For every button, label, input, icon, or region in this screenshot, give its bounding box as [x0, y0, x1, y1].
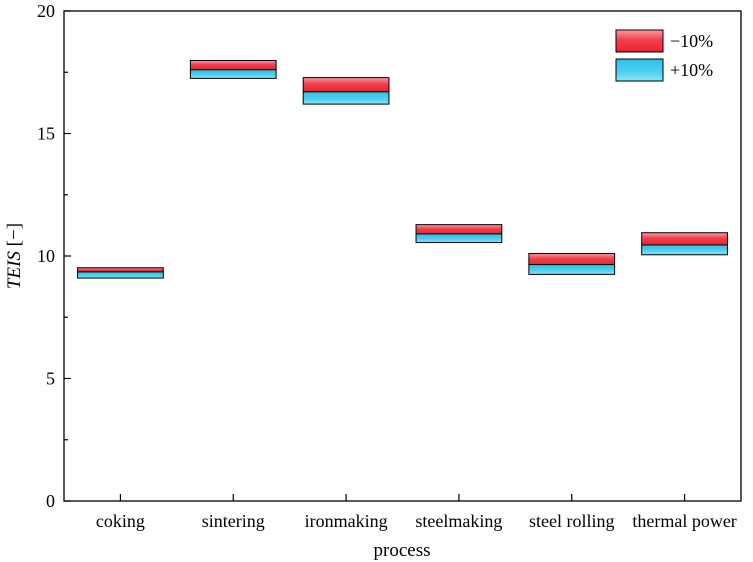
- x-tick-label: steelmaking: [415, 511, 502, 531]
- bar-plus10-ironmaking: [302, 91, 390, 105]
- x-tick-label: ironmaking: [305, 511, 388, 531]
- y-tick-label: 10: [37, 246, 55, 266]
- bar-minus10-coking: [77, 267, 164, 273]
- bar-minus10-steelmaking: [415, 224, 503, 235]
- x-axis: coking sintering ironmaking steelmaking stee…: [96, 494, 737, 531]
- bar-minus10-steel-rolling: [528, 253, 616, 266]
- bar-plus10-sintering: [189, 69, 277, 79]
- y-tick-label: 20: [37, 1, 55, 21]
- x-axis-title: process: [374, 540, 431, 561]
- bar-minus10-sintering: [189, 59, 277, 71]
- plot-frame: [63, 10, 742, 502]
- legend-label-minus10: −10%: [670, 31, 713, 51]
- y-axis: 0 5 10 15 20: [37, 1, 71, 511]
- legend-label-plus10: +10%: [670, 60, 713, 80]
- x-tick-label: thermal power: [632, 511, 736, 531]
- y-tick-label: 15: [37, 124, 55, 144]
- bar-plus10-coking: [77, 271, 164, 279]
- legend: −10% +10%: [615, 29, 713, 82]
- bar-plus10-steelmaking: [415, 233, 503, 244]
- legend-swatch-minus10: [615, 29, 664, 53]
- y-axis-title: TEIS [−]: [4, 223, 25, 289]
- y-tick-label: 5: [46, 369, 55, 389]
- x-tick-label: coking: [96, 511, 145, 531]
- bar-minus10-thermal-power: [641, 232, 728, 246]
- x-tick-label: steel rolling: [529, 511, 614, 531]
- bar-plus10-steel-rolling: [528, 264, 616, 275]
- bar-plus10-thermal-power: [641, 244, 728, 256]
- y-axis-title-italic: TEIS: [4, 251, 25, 290]
- x-tick-label: sintering: [202, 511, 265, 531]
- y-tick-label: 0: [46, 491, 55, 511]
- bar-minus10-ironmaking: [302, 77, 390, 93]
- bars-layer: [77, 59, 728, 279]
- y-axis-title-unit: [−]: [4, 223, 25, 251]
- legend-swatch-plus10: [615, 58, 664, 82]
